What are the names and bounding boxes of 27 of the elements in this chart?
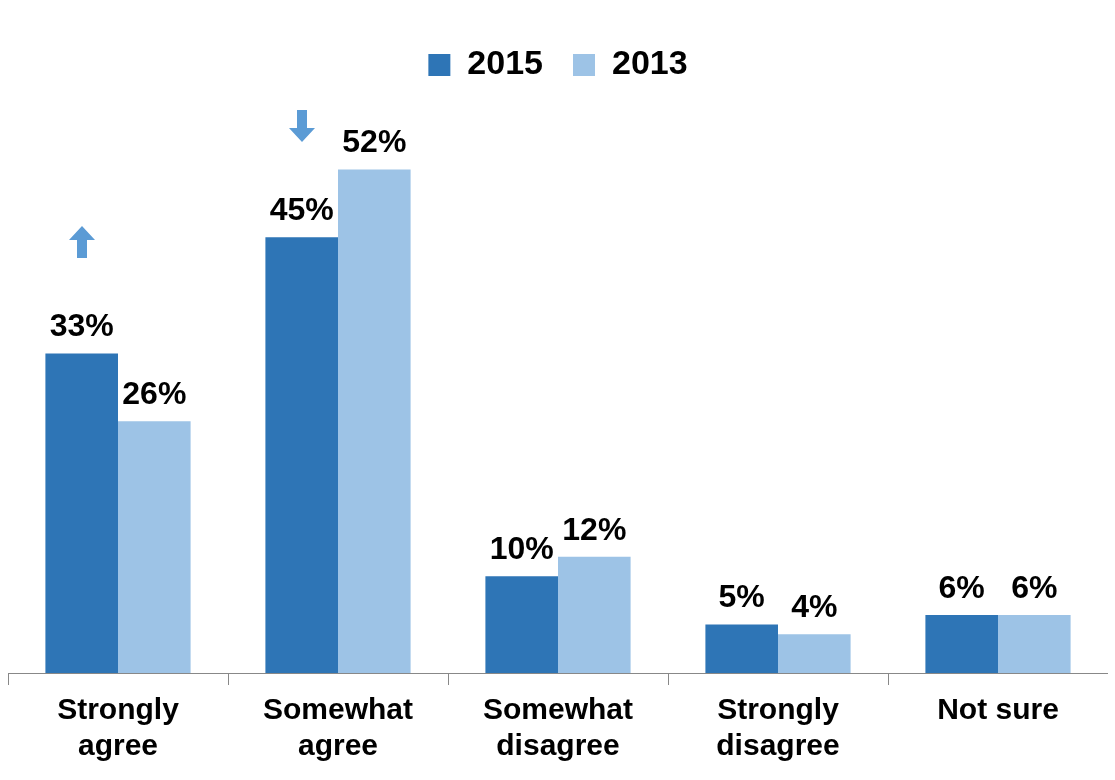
data-label: 52% (342, 123, 407, 160)
legend-label: 2015 (467, 43, 543, 82)
data-label: 45% (269, 191, 334, 228)
data-label: 10% (489, 529, 554, 566)
bar (925, 614, 998, 673)
x-tick-label: Not sure (937, 692, 1059, 726)
data-label: 5% (718, 578, 765, 615)
bar (118, 421, 191, 673)
bar (338, 169, 411, 673)
bar (265, 237, 338, 673)
bar (998, 614, 1071, 673)
x-tick-label: Somewhat agree (262, 692, 414, 762)
bar (45, 353, 118, 673)
bar (705, 624, 778, 673)
bar (485, 576, 558, 673)
data-label: 6% (938, 568, 985, 605)
bar (778, 634, 851, 673)
data-label: 6% (1011, 568, 1058, 605)
legend-label: 2013 (612, 43, 688, 82)
x-tick-label: Strongly agree (57, 692, 180, 762)
data-label: 33% (49, 307, 114, 344)
data-label: 26% (122, 375, 187, 412)
x-tick-label: Somewhat disagree (482, 692, 634, 762)
x-tick-label: Strongly disagree (716, 692, 840, 762)
data-label: 12% (562, 510, 627, 547)
data-label: 4% (791, 588, 838, 625)
bar (558, 556, 631, 673)
